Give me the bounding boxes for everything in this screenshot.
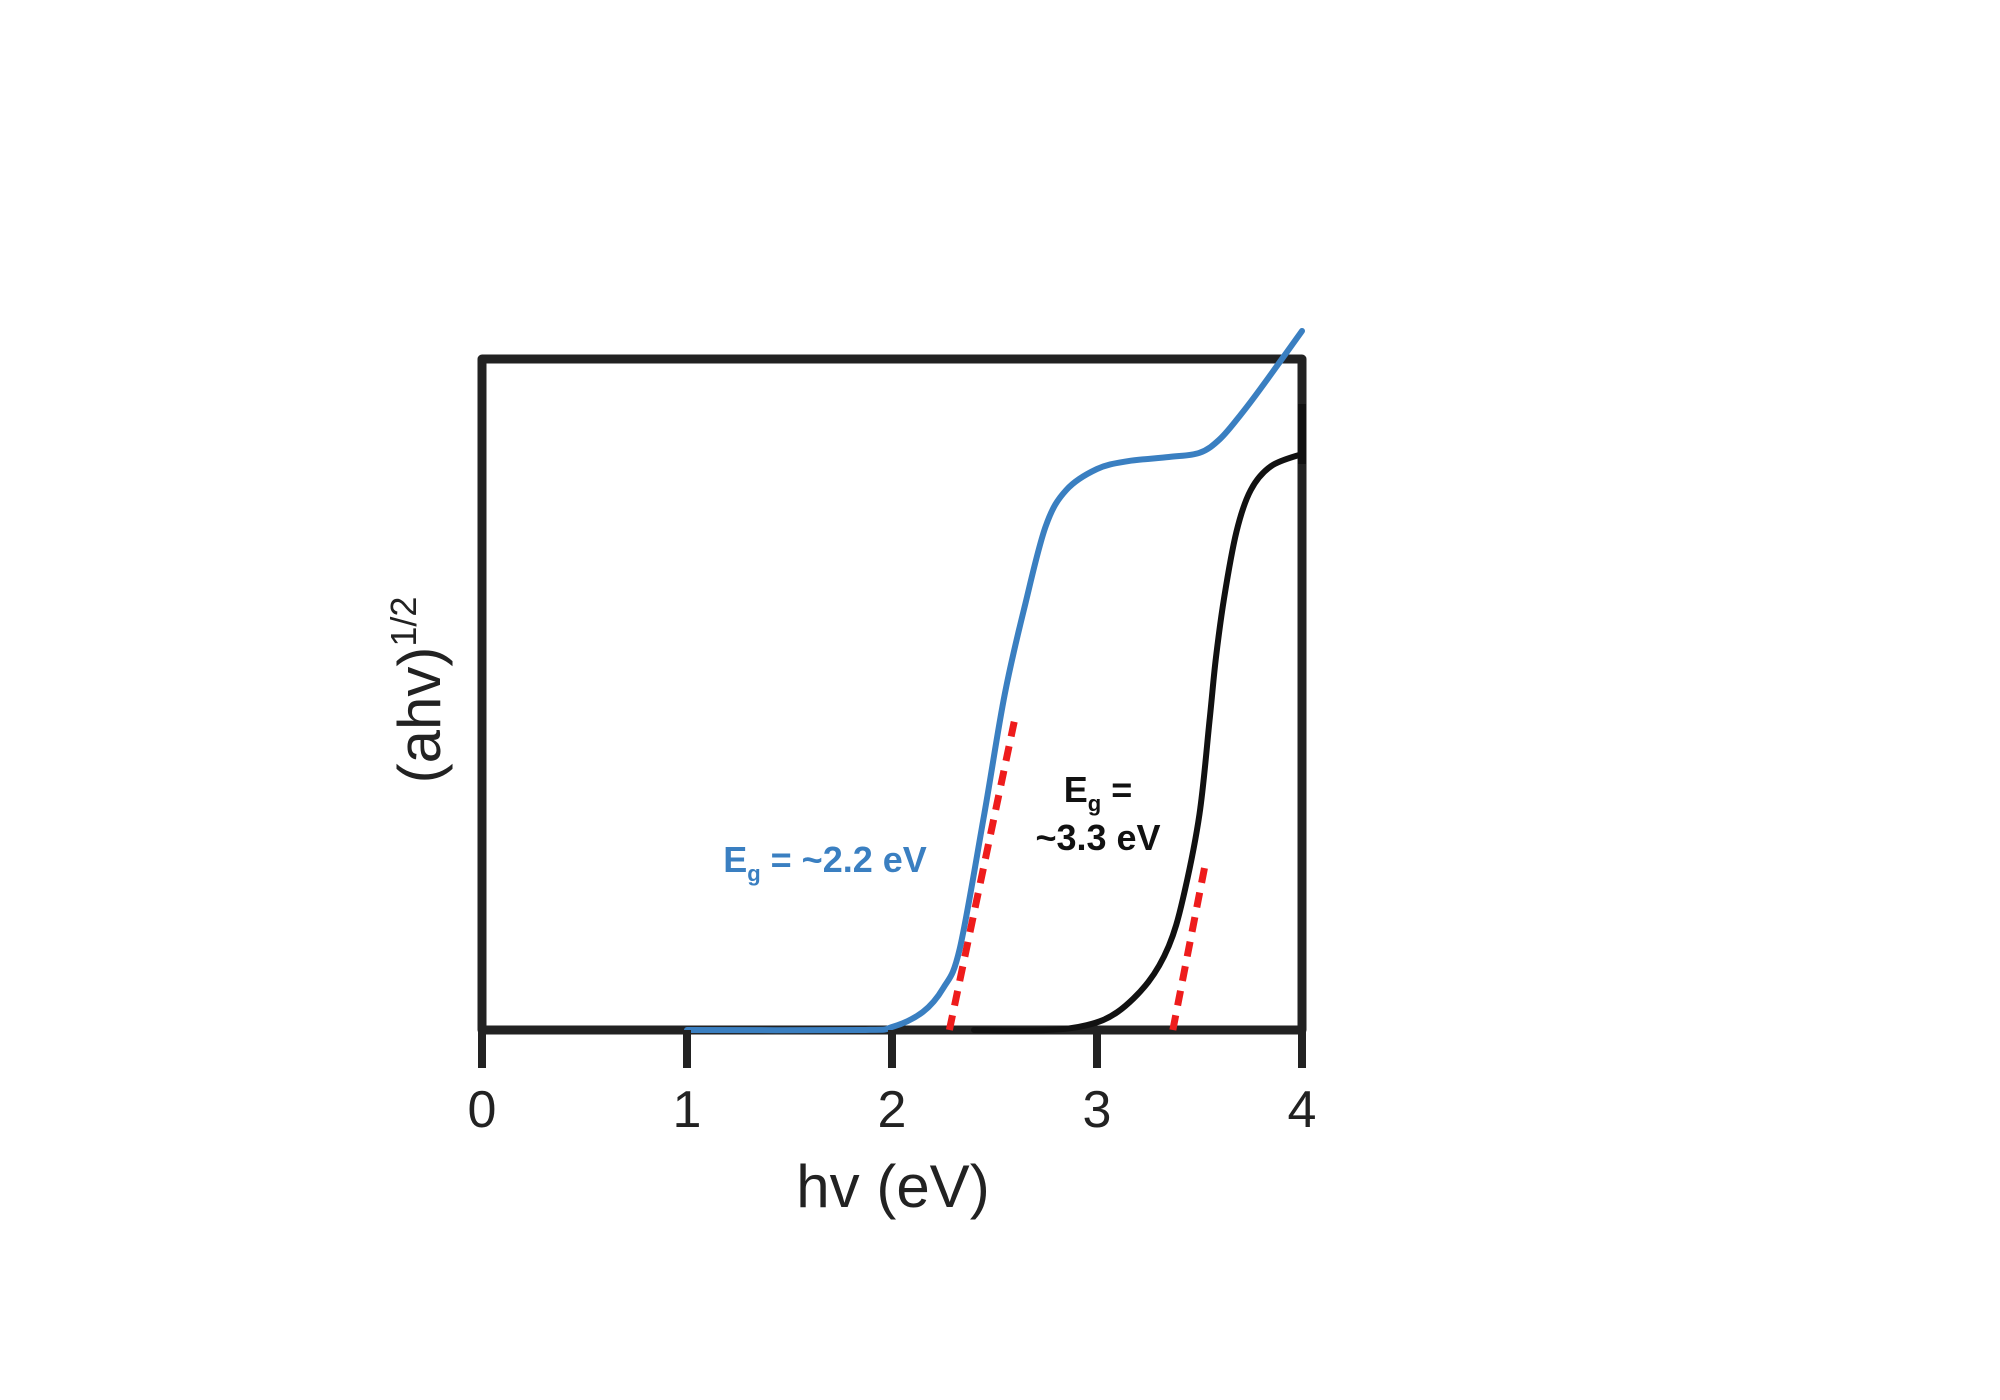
y-axis-title-superscript: 1/2 (383, 597, 424, 647)
x-tick-label-3: 3 (1083, 1081, 1112, 1139)
x-axis-ticks: 0 1 2 3 4 (468, 1030, 1317, 1139)
y-axis-title: (ahv)1/2 (383, 597, 453, 784)
x-tick-label-4: 4 (1288, 1081, 1317, 1139)
y-axis-title-base: (ahv) (386, 647, 453, 784)
annotation-1-line-1: Eg = ~2.2 eV (723, 839, 927, 886)
x-tick-label-2: 2 (878, 1081, 907, 1139)
series-line-blue (684, 328, 1305, 1034)
tangent-line-1 (945, 717, 1019, 1031)
tangent-line-2 (1169, 861, 1210, 1031)
annotations: Eg = ~2.2 eV Eg =~3.3 eV (723, 769, 1160, 886)
plot-area (477, 328, 1307, 1035)
series-line-black (971, 451, 1305, 1034)
plot-frame (477, 354, 1307, 1035)
x-tick-label-1: 1 (673, 1081, 702, 1139)
annotation-2-line-2: ~3.3 eV (1035, 817, 1160, 858)
annotation-2-line-1: Eg = (1064, 769, 1133, 816)
x-tick-label-0: 0 (468, 1081, 497, 1139)
x-axis-title: hv (eV) (796, 1153, 989, 1220)
